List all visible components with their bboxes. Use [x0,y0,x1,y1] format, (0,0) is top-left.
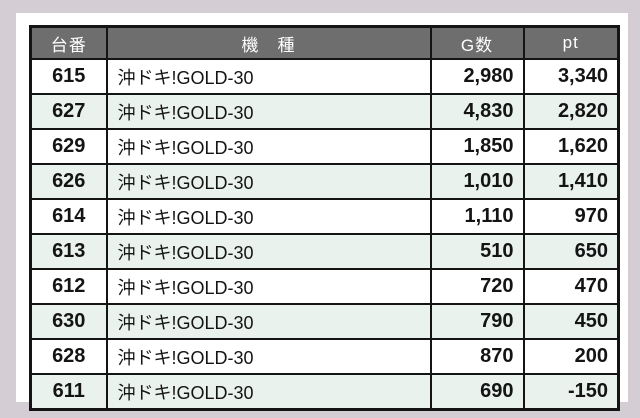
game-count-cell: 4,830 [429,93,525,130]
table-row: 613 沖ドキ!GOLD-30 510 650 [29,233,620,270]
game-count-cell: 1,010 [429,163,525,200]
machine-number-cell: 612 [29,268,108,305]
machine-model-cell: 沖ドキ!GOLD-30 [105,198,432,235]
header-points: pt [522,25,620,60]
points-cell: 3,340 [522,58,620,95]
points-cell: 1,620 [522,128,620,165]
points-cell: 450 [522,303,620,340]
points-cell: 200 [522,338,620,375]
table-row: 615 沖ドキ!GOLD-30 2,980 3,340 [29,58,620,95]
game-count-cell: 1,850 [429,128,525,165]
machine-number-cell: 626 [29,163,108,200]
points-cell: 970 [522,198,620,235]
game-count-cell: 2,980 [429,58,525,95]
machine-number-cell: 611 [29,373,108,411]
game-count-cell: 1,110 [429,198,525,235]
machine-model-cell: 沖ドキ!GOLD-30 [105,128,432,165]
machine-number-cell: 629 [29,128,108,165]
machine-data-table: 台番 機 種 G数 pt 615 沖ドキ!GOLD-30 2,980 3,340… [29,25,620,411]
machine-number-cell: 613 [29,233,108,270]
table-row: 626 沖ドキ!GOLD-30 1,010 1,410 [29,163,620,200]
points-cell: -150 [522,373,620,411]
points-cell: 650 [522,233,620,270]
game-count-cell: 510 [429,233,525,270]
machine-model-cell: 沖ドキ!GOLD-30 [105,58,432,95]
points-cell: 470 [522,268,620,305]
table-row: 630 沖ドキ!GOLD-30 790 450 [29,303,620,340]
machine-model-cell: 沖ドキ!GOLD-30 [105,303,432,340]
header-model: 機 種 [105,25,432,60]
table-row: 627 沖ドキ!GOLD-30 4,830 2,820 [29,93,620,130]
machine-model-cell: 沖ドキ!GOLD-30 [105,233,432,270]
machine-number-cell: 615 [29,58,108,95]
header-game-count: G数 [429,25,525,60]
table-card: 台番 機 種 G数 pt 615 沖ドキ!GOLD-30 2,980 3,340… [16,13,628,411]
table-row: 629 沖ドキ!GOLD-30 1,850 1,620 [29,128,620,165]
table-row: 611 沖ドキ!GOLD-30 690 -150 [29,373,620,411]
machine-model-cell: 沖ドキ!GOLD-30 [105,163,432,200]
machine-number-cell: 630 [29,303,108,340]
game-count-cell: 690 [429,373,525,411]
machine-model-cell: 沖ドキ!GOLD-30 [105,373,432,411]
table-header-row: 台番 機 種 G数 pt [29,25,620,60]
machine-number-cell: 614 [29,198,108,235]
table-row: 612 沖ドキ!GOLD-30 720 470 [29,268,620,305]
table-row: 628 沖ドキ!GOLD-30 870 200 [29,338,620,375]
game-count-cell: 790 [429,303,525,340]
machine-number-cell: 628 [29,338,108,375]
machine-model-cell: 沖ドキ!GOLD-30 [105,93,432,130]
header-machine-number: 台番 [29,25,108,60]
machine-model-cell: 沖ドキ!GOLD-30 [105,338,432,375]
machine-number-cell: 627 [29,93,108,130]
game-count-cell: 870 [429,338,525,375]
table-row: 614 沖ドキ!GOLD-30 1,110 970 [29,198,620,235]
machine-model-cell: 沖ドキ!GOLD-30 [105,268,432,305]
game-count-cell: 720 [429,268,525,305]
points-cell: 2,820 [522,93,620,130]
points-cell: 1,410 [522,163,620,200]
